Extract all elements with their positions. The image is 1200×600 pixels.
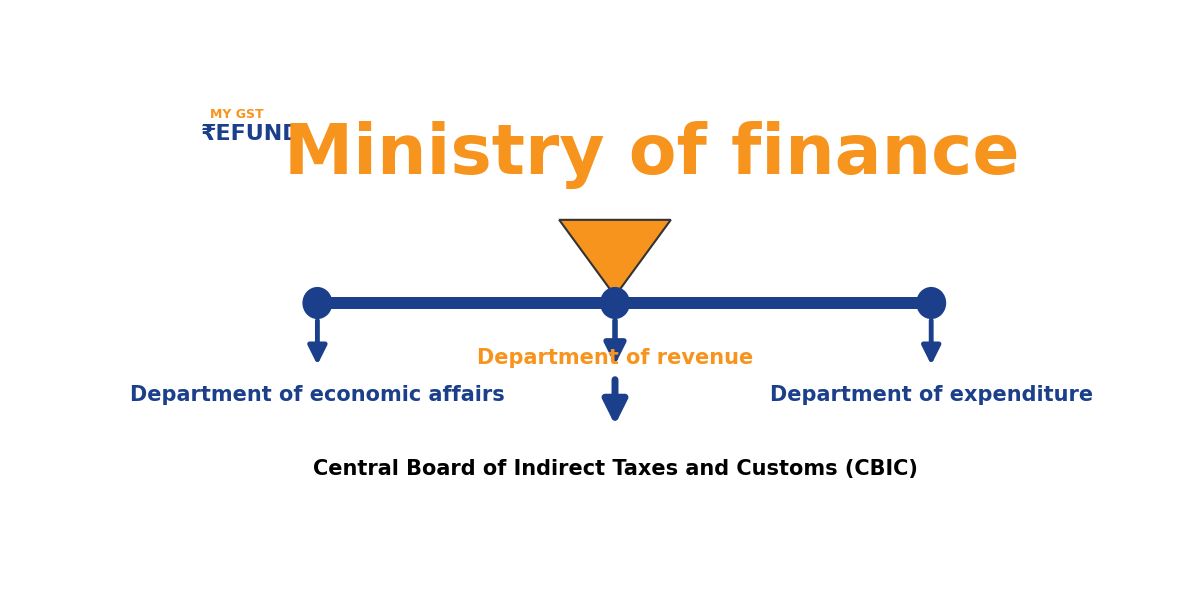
Text: Central Board of Indirect Taxes and Customs (CBIC): Central Board of Indirect Taxes and Cust…	[312, 460, 918, 479]
Text: Department of expenditure: Department of expenditure	[769, 385, 1093, 406]
Text: ₹EFUND: ₹EFUND	[202, 124, 301, 143]
Ellipse shape	[304, 288, 331, 318]
Polygon shape	[559, 220, 671, 296]
Bar	[317, 296, 931, 310]
Ellipse shape	[601, 288, 629, 318]
Text: Ministry of finance: Ministry of finance	[284, 121, 1020, 189]
Text: Department of economic affairs: Department of economic affairs	[130, 385, 505, 406]
Text: MY GST: MY GST	[210, 107, 264, 121]
Text: Department of revenue: Department of revenue	[476, 349, 754, 368]
Ellipse shape	[917, 288, 946, 318]
